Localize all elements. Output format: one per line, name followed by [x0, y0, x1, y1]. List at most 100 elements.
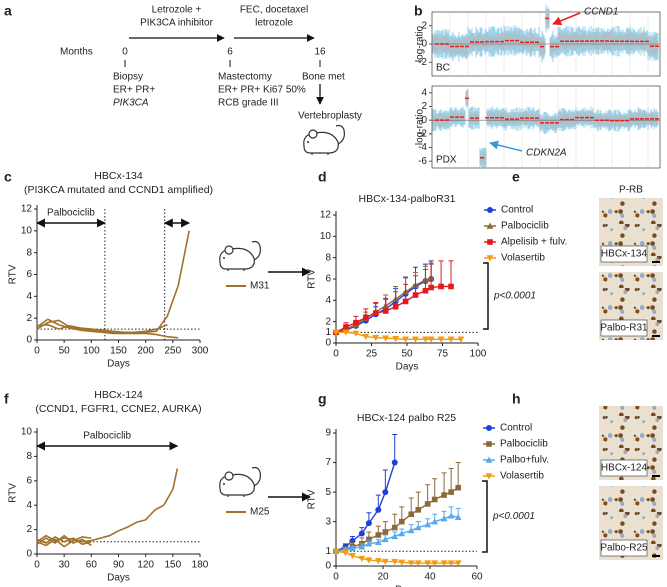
- series-line: [36, 534, 92, 547]
- point: [398, 559, 406, 566]
- y-tick-label: 4: [26, 291, 32, 302]
- point: [365, 520, 372, 527]
- panel-label: f: [4, 391, 9, 407]
- span-label: Palbociclib: [47, 208, 95, 219]
- y-tick-label: 10: [21, 427, 33, 438]
- cnv-ylabel: log-ratio: [415, 109, 426, 146]
- legend-marker: [487, 239, 493, 245]
- chart-title: HBCx-124 palbo R25: [357, 412, 456, 424]
- legend-label: Volasertib: [501, 253, 545, 264]
- cnv-tick-label: 0: [421, 115, 427, 126]
- treatment-label: Letrozole +: [152, 5, 202, 16]
- point: [342, 549, 349, 557]
- ihc-label-box: [600, 459, 648, 477]
- cnv-tick-label: 2: [421, 101, 427, 112]
- point: [447, 512, 455, 519]
- point: [414, 560, 422, 567]
- timeline-tick-label: 16: [314, 47, 326, 58]
- error-bar: [382, 469, 388, 493]
- legend-marker: [486, 222, 494, 229]
- cnv-tick-label: -6: [418, 156, 427, 167]
- point: [428, 284, 434, 291]
- y-tick-label: 2: [325, 316, 331, 327]
- point: [358, 543, 366, 550]
- legend-label: Palbociclib: [501, 221, 549, 232]
- point: [358, 530, 365, 537]
- point: [407, 560, 415, 567]
- x-axis-label: Days: [396, 362, 419, 373]
- point: [349, 552, 356, 560]
- event-label: Mastectomy: [218, 72, 272, 83]
- point: [374, 558, 382, 565]
- x-tick-label: 75: [437, 349, 449, 360]
- point: [353, 319, 359, 326]
- legend-marker: [486, 255, 494, 262]
- event-label: RCB grade III: [218, 98, 279, 109]
- point: [455, 484, 461, 491]
- error-bar: [448, 260, 454, 287]
- y-tick-label: 8: [26, 451, 32, 462]
- legend-label: M25: [250, 507, 270, 518]
- legend-marker: [486, 441, 492, 447]
- series-line: [36, 536, 92, 548]
- point: [402, 298, 409, 305]
- point: [343, 324, 349, 330]
- event-label: Bone met: [302, 72, 345, 83]
- timeline-tick-label: 0: [122, 47, 128, 58]
- series-line: [36, 468, 179, 543]
- event-label: PIK3CA: [113, 98, 149, 109]
- ihc-label-box: [600, 319, 648, 337]
- point: [424, 521, 432, 528]
- timeline-axis-label: Months: [60, 47, 93, 58]
- panel-label: b: [414, 3, 423, 19]
- x-tick-label: 60: [471, 572, 483, 583]
- x-tick-label: 50: [401, 349, 413, 360]
- y-tick-label: 7: [325, 457, 331, 468]
- legend-label: M31: [250, 281, 270, 292]
- point: [392, 303, 399, 310]
- mouse-icon: [219, 466, 261, 498]
- cnv-tick-label: 4: [421, 87, 427, 98]
- legend-marker: [487, 207, 493, 213]
- point: [438, 283, 444, 290]
- point: [365, 540, 373, 547]
- point: [448, 283, 454, 290]
- point: [447, 336, 455, 343]
- point: [342, 329, 350, 336]
- y-tick-label: 2: [26, 313, 32, 324]
- ihc-label: Palbo-R25: [600, 543, 648, 554]
- legend-label: Palbociclib: [500, 439, 548, 450]
- x-tick-label: 60: [86, 560, 98, 571]
- y-axis-label: RTV: [8, 264, 19, 284]
- point: [414, 524, 422, 531]
- x-tick-label: 300: [192, 346, 209, 357]
- x-tick-label: 20: [377, 572, 389, 583]
- point: [441, 492, 447, 498]
- x-tick-label: 200: [137, 346, 154, 357]
- point: [382, 529, 389, 535]
- treatment-label: PIK3CA inhibitor: [140, 18, 213, 29]
- cnv-tick-label: -2: [418, 57, 427, 68]
- point: [352, 330, 360, 337]
- y-tick-label: 6: [26, 475, 32, 486]
- x-tick-label: 120: [137, 560, 154, 571]
- gene-arrow: [489, 140, 523, 152]
- treatment-label: FEC, docetaxel: [240, 5, 308, 16]
- p-value: p<0.0001: [492, 511, 535, 522]
- point: [392, 336, 400, 343]
- y-tick-label: 0: [325, 338, 331, 349]
- point: [422, 336, 429, 343]
- y-tick-label: 0: [26, 549, 32, 560]
- point: [422, 287, 429, 294]
- panel-label: c: [4, 169, 12, 185]
- point: [391, 558, 399, 565]
- ihc-label-box: [600, 539, 648, 557]
- point: [372, 310, 379, 316]
- span-label: Palbociclib: [83, 431, 131, 442]
- gene-annotation: CDKN2A: [526, 148, 567, 159]
- treatment-label: letrozole: [255, 18, 293, 29]
- y-tick-label: 8: [26, 247, 32, 258]
- legend-label: Palbo+fulv.: [500, 455, 549, 466]
